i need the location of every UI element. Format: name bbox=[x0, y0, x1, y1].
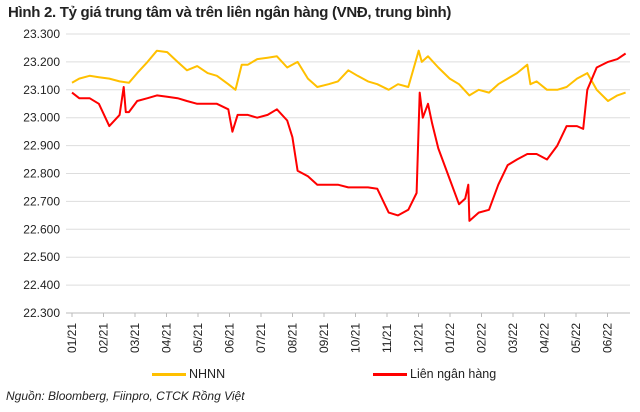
x-tick-label: 11/21 bbox=[380, 324, 394, 353]
legend-swatch-lien-ngan-hang bbox=[373, 372, 407, 376]
x-tick-label: 10/21 bbox=[349, 323, 363, 353]
y-tick-label: 23.200 bbox=[23, 55, 60, 69]
series-line-lien-ngan-hang bbox=[71, 52, 627, 222]
x-tick-label: 03/21 bbox=[128, 323, 142, 353]
source-note: Nguồn: Bloomberg, Fiinpro, CTCK Rồng Việ… bbox=[6, 389, 245, 403]
y-tick-label: 22.500 bbox=[23, 250, 60, 264]
x-tick-label: 09/21 bbox=[317, 323, 331, 353]
legend-label: Liên ngân hàng bbox=[410, 367, 497, 381]
y-tick-label: 22.600 bbox=[23, 222, 60, 236]
y-tick-label: 22.300 bbox=[23, 306, 60, 320]
x-tick-label: 06/21 bbox=[223, 323, 237, 353]
x-tick-label: 07/21 bbox=[254, 323, 268, 353]
y-tick-label: 22.700 bbox=[23, 194, 60, 208]
legend-item-nhnn: NHNN bbox=[152, 367, 225, 381]
legend-swatch-nhnn bbox=[152, 372, 186, 376]
y-tick-label: 23.000 bbox=[23, 111, 60, 125]
x-tick-label: 08/21 bbox=[286, 323, 300, 353]
y-tick-label: 22.800 bbox=[23, 167, 60, 181]
x-tick-label: 01/22 bbox=[443, 323, 457, 353]
chart-title: Hình 2. Tỷ giá trung tâm và trên liên ng… bbox=[8, 4, 452, 21]
x-tick-label: 02/22 bbox=[475, 323, 489, 353]
x-tick-label: 03/22 bbox=[506, 323, 520, 353]
x-tick-label: 01/21 bbox=[65, 323, 79, 353]
y-tick-label: 23.100 bbox=[23, 83, 60, 97]
y-tick-label: 23.300 bbox=[23, 27, 60, 41]
y-tick-label: 22.400 bbox=[23, 278, 60, 292]
x-tick-label: 05/21 bbox=[191, 323, 205, 353]
series-line-nhnn bbox=[71, 49, 626, 102]
legend-label: NHNN bbox=[189, 367, 226, 381]
x-tick-label: 04/21 bbox=[160, 323, 174, 353]
x-tick-label: 12/21 bbox=[412, 323, 426, 353]
x-tick-label: 02/21 bbox=[97, 323, 111, 353]
legend-item-lien-ngan-hang: Liên ngân hàng bbox=[373, 367, 496, 381]
x-tick-label: 06/22 bbox=[601, 323, 615, 353]
y-tick-label: 22.900 bbox=[23, 139, 60, 153]
x-tick-label: 04/22 bbox=[538, 323, 552, 353]
x-tick-label: 05/22 bbox=[569, 323, 583, 353]
